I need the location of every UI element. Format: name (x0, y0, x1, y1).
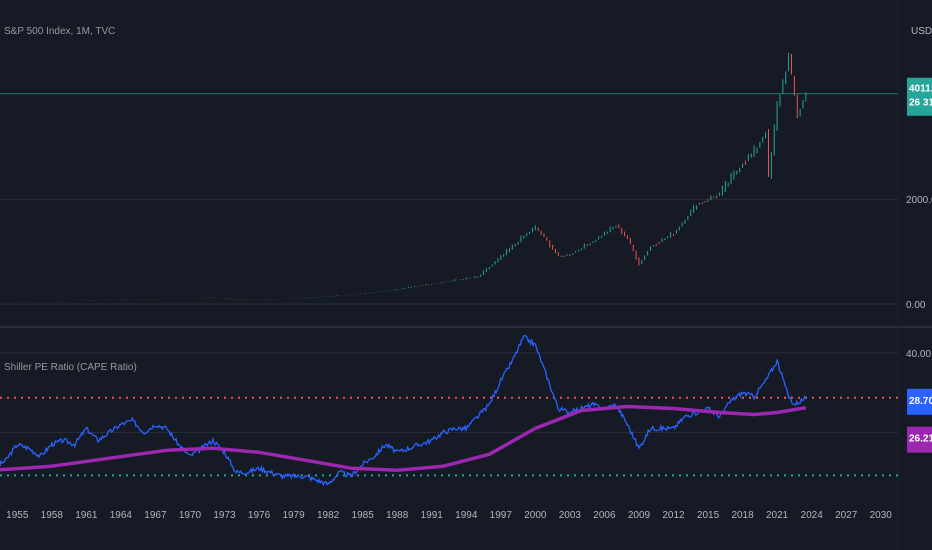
price-tick-label: 2000.00 (906, 195, 932, 206)
time-axis-label: 1997 (490, 510, 513, 521)
time-axis-label: 1982 (317, 510, 340, 521)
cape-tick-label: 40.00 (906, 349, 931, 360)
time-axis-label: 2000 (524, 510, 547, 521)
time-axis-label: 1964 (110, 510, 133, 521)
cape-moving-average-line (0, 404, 807, 472)
time-axis-label: 2003 (559, 510, 582, 521)
cape-ma-badge-value: 26.21 (909, 434, 932, 445)
time-axis-label: 1973 (213, 510, 236, 521)
time-axis-label: 1988 (386, 510, 409, 521)
cape-badge-value: 28.70 (909, 396, 932, 407)
time-axis-label: 2030 (870, 510, 893, 521)
cape-ma-badge-background (907, 426, 932, 453)
cape-badge-background (907, 388, 932, 415)
time-axis-label: 1979 (282, 510, 305, 521)
grid-lines (0, 198, 898, 433)
time-axis-label: 1994 (455, 510, 478, 521)
price-series (0, 52, 898, 303)
time-axis-label: 2006 (593, 510, 616, 521)
time-axis-label: 1970 (179, 510, 202, 521)
price-pane-title: S&P 500 Index, 1M, TVC (4, 26, 115, 37)
time-axis-label: 2021 (766, 510, 789, 521)
currency-label: USD (911, 26, 932, 37)
time-axis-label: 1961 (75, 510, 98, 521)
time-axis-label: 2018 (731, 510, 754, 521)
current-price-badge: 4011.69 26 31 (907, 77, 932, 116)
time-axis-label: 2012 (662, 510, 685, 521)
cape-ma-value-badge: 26.21 (907, 426, 932, 453)
time-axis-label: 1958 (41, 510, 64, 521)
cape-ratio-line (0, 334, 807, 487)
cape-series (0, 334, 898, 487)
price-tick-label: 0.00 (906, 300, 926, 311)
time-axis-label: 1976 (248, 510, 271, 521)
price-badge-value: 4011.69 (909, 84, 932, 95)
price-badge-background (907, 77, 932, 116)
time-axis-label: 2009 (628, 510, 651, 521)
time-axis-label: 1991 (421, 510, 444, 521)
cape-pane-title: Shiller PE Ratio (CAPE Ratio) (4, 362, 137, 373)
time-axis-label: 1967 (144, 510, 167, 521)
time-axis-label: 2027 (835, 510, 858, 521)
time-axis-label: 2015 (697, 510, 720, 521)
time-axis[interactable]: 1955 1958 1961 1964 1967 1970 1973 1976 1979 1982… (6, 510, 892, 521)
time-axis-label: 1955 (6, 510, 29, 521)
time-axis-label: 2024 (801, 510, 824, 521)
price-badge-countdown: 26 31 (909, 98, 932, 109)
cape-value-badge: 28.70 (907, 388, 932, 415)
time-axis-label: 1985 (352, 510, 375, 521)
